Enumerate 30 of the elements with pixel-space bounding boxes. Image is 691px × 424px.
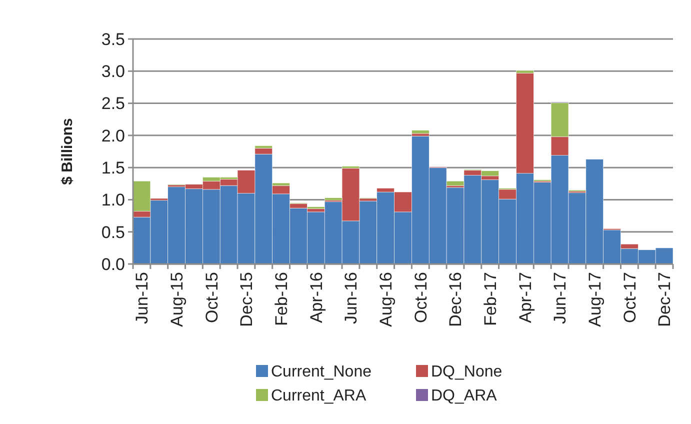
x-tick-label: Jun-17 bbox=[550, 272, 570, 324]
y-tick-label: 3.0 bbox=[101, 62, 125, 82]
x-tick-label: Feb-16 bbox=[272, 272, 292, 326]
x-tick-label: Jun-16 bbox=[342, 272, 361, 324]
y-tick-label: 0.0 bbox=[101, 254, 125, 274]
y-tick-label: 1.0 bbox=[101, 190, 125, 210]
x-tick-label: Apr-17 bbox=[516, 272, 535, 324]
y-tick-label: 0.5 bbox=[101, 222, 125, 242]
x-tick-label: Dec-17 bbox=[655, 272, 674, 327]
legend-label: DQ_ARA bbox=[431, 388, 498, 405]
y-tick-label: 3.5 bbox=[101, 30, 125, 49]
x-tick-label: Apr-16 bbox=[306, 272, 326, 324]
x-tick-label: Oct-17 bbox=[620, 272, 640, 324]
legend-label: Current_None bbox=[271, 364, 372, 381]
x-tick-label: Aug-16 bbox=[376, 272, 396, 327]
y-tick-label: 1.5 bbox=[101, 158, 125, 178]
legend-label: DQ_None bbox=[431, 364, 502, 381]
x-tick-label: Oct-15 bbox=[202, 272, 222, 324]
x-tick-label: Feb-17 bbox=[481, 272, 500, 326]
x-tick-label: Aug-17 bbox=[586, 272, 605, 327]
legend-label: Current_ARA bbox=[271, 388, 366, 405]
y-axis-title: $ Billions bbox=[59, 118, 76, 185]
bar bbox=[412, 130, 430, 134]
x-tick-label: Oct-16 bbox=[411, 272, 430, 324]
x-tick-label: Dec-16 bbox=[446, 272, 466, 327]
y-tick-label: 2.5 bbox=[101, 94, 125, 114]
y-tick-label: 2.0 bbox=[101, 126, 125, 146]
x-tick-label: Dec-15 bbox=[237, 272, 256, 327]
x-tick-label: Jun-15 bbox=[132, 272, 152, 324]
x-tick-label: Aug-15 bbox=[168, 272, 186, 327]
